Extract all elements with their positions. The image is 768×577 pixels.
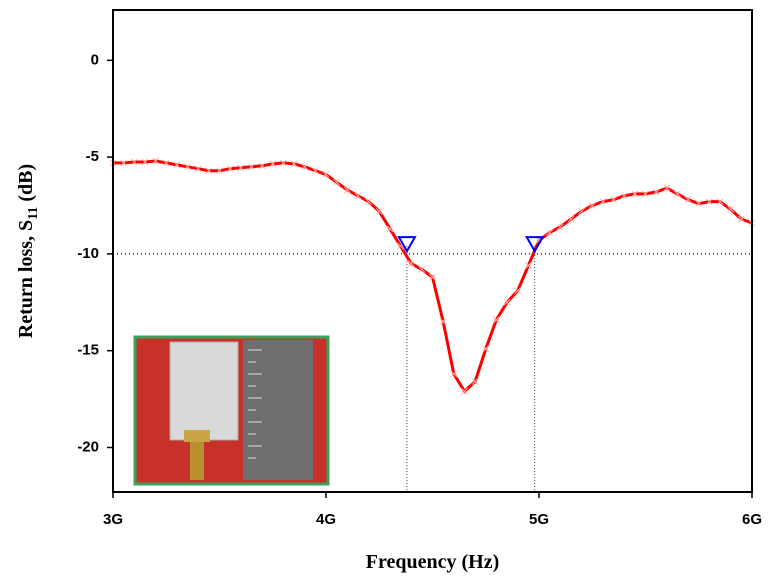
data-point <box>173 161 181 169</box>
y-axis-title-unit: (dB) <box>15 164 37 202</box>
y-axis-title: Return loss, S11 (dB) <box>15 164 41 338</box>
data-point <box>226 165 234 173</box>
data-point <box>674 190 681 198</box>
data-point <box>439 318 447 326</box>
data-point <box>162 159 170 167</box>
x-tick-label: 5G <box>529 511 549 528</box>
data-point <box>290 160 298 168</box>
y-axis-title-sub: 11 <box>26 207 41 220</box>
data-point <box>652 188 660 196</box>
y-tick-label: -5 <box>86 148 99 165</box>
data-point <box>482 345 490 353</box>
inset-photo <box>133 335 330 486</box>
data-point <box>727 206 735 213</box>
data-point <box>663 184 671 192</box>
data-point <box>567 215 575 223</box>
data-point <box>706 198 713 205</box>
data-point <box>322 171 330 178</box>
data-point <box>343 186 351 194</box>
data-point <box>354 192 362 200</box>
data-point <box>130 158 138 166</box>
data-point <box>450 370 458 378</box>
data-point <box>407 260 415 267</box>
x-tick-label: 4G <box>316 511 336 528</box>
data-point <box>461 387 468 395</box>
y-tick-label: 0 <box>91 51 99 68</box>
data-point <box>375 207 383 215</box>
data-point <box>471 378 479 386</box>
marker <box>397 236 417 254</box>
data-point <box>620 192 628 200</box>
data-point <box>184 163 191 171</box>
data-point <box>311 167 319 175</box>
data-point <box>546 229 554 236</box>
y-tick-label: -10 <box>77 245 99 262</box>
data-point <box>610 196 617 204</box>
data-point <box>194 165 202 173</box>
data-point <box>514 287 522 295</box>
data-point <box>365 198 372 205</box>
data-point <box>695 200 703 207</box>
data-point <box>301 163 309 171</box>
data-point <box>216 167 223 175</box>
data-point <box>386 225 394 233</box>
data-point <box>205 167 213 175</box>
y-axis-title-main: Return loss, S <box>15 220 37 338</box>
data-point <box>141 158 149 166</box>
data-point <box>280 159 287 167</box>
y-tick-label: -15 <box>77 342 99 359</box>
data-point <box>503 298 511 306</box>
data-point <box>737 215 745 223</box>
data-point <box>578 207 585 215</box>
data-point <box>120 159 128 167</box>
data-point <box>684 196 692 204</box>
data-point <box>716 198 724 205</box>
data-point <box>588 202 596 209</box>
data-point <box>248 163 255 171</box>
data-point <box>269 160 277 168</box>
data-point <box>258 162 266 170</box>
x-tick-label: 6G <box>742 511 762 528</box>
data-point <box>642 190 649 198</box>
marker <box>525 236 545 254</box>
data-point <box>556 223 564 231</box>
data-point <box>429 273 436 281</box>
data-point <box>333 178 341 186</box>
data-point <box>152 157 159 165</box>
data-point <box>418 266 426 273</box>
data-point <box>631 190 639 198</box>
data-point <box>524 262 532 269</box>
y-tick-label: -20 <box>77 438 99 455</box>
data-point <box>237 164 245 172</box>
x-tick-label: 3G <box>103 511 123 528</box>
data-point <box>599 198 607 205</box>
plot-frame <box>112 9 753 493</box>
x-axis-title: Frequency (Hz) <box>366 551 500 573</box>
data-point <box>493 316 500 324</box>
